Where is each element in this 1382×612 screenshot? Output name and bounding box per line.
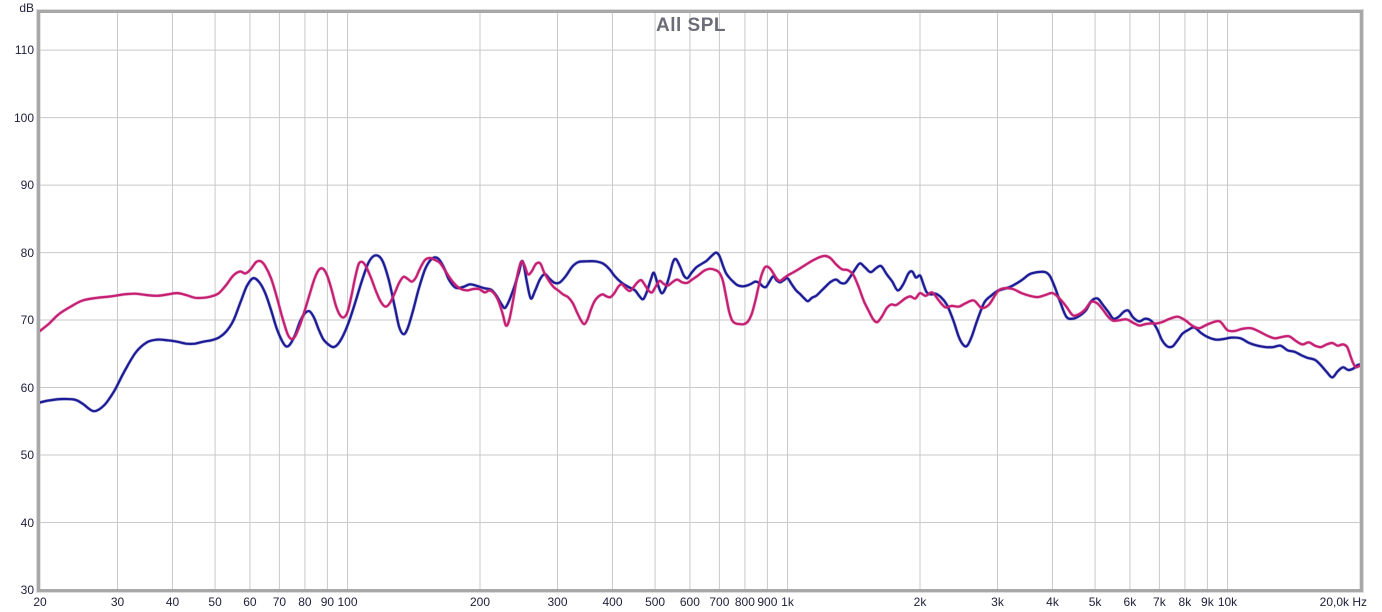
spl-curve-magenta-trace	[38, 254, 1362, 369]
y-tick-label: 40	[20, 515, 34, 530]
x-tick-label: 500	[645, 595, 666, 609]
x-tick-label: 6k	[1123, 595, 1137, 609]
x-tick-label: 2k	[913, 595, 927, 609]
y-tick-label: 50	[20, 448, 34, 462]
y-tick-label: 90	[20, 178, 34, 193]
x-tick-label: 9k	[1201, 595, 1214, 609]
x-tick-label: 1k	[781, 595, 794, 609]
y-tick-label: 100	[13, 110, 34, 125]
x-tick-label: 100	[337, 595, 358, 609]
x-tick-label: 40	[165, 595, 180, 609]
x-tick-label: 70	[272, 595, 287, 609]
chart-title: All SPL	[655, 15, 726, 36]
x-tick-label: 300	[547, 595, 568, 609]
x-tick-label: 200	[469, 595, 491, 609]
x-tick-label: 50	[208, 595, 222, 609]
frame	[37, 10, 1363, 592]
x-tick-label: 400	[602, 595, 623, 609]
x-tick-label: 20,0k Hz	[1319, 595, 1367, 609]
x-tick-label: 700	[709, 595, 730, 609]
y-tick-label: 80	[20, 245, 34, 260]
x-tick-label: 5k	[1088, 595, 1102, 609]
y-tick-label: 60	[20, 380, 34, 395]
x-tick-label: 900	[757, 595, 778, 609]
x-tick-label: 3k	[991, 595, 1004, 609]
frame-highlight	[36, 9, 1364, 593]
x-tick-label: 8k	[1178, 595, 1192, 609]
y-tick-label: 70	[20, 313, 34, 328]
y-tick-label: 110	[14, 43, 34, 58]
x-tick-label: 4k	[1046, 595, 1059, 609]
y-axis-unit-label: dB	[19, 1, 34, 15]
x-tick-label: 10k	[1217, 595, 1238, 609]
x-tick-label: 20	[33, 595, 47, 609]
x-tick-label: 80	[298, 595, 312, 609]
x-tick-label: 600	[679, 595, 700, 609]
x-tick-label: 60	[243, 595, 257, 609]
y-tick-label: 30	[20, 583, 34, 597]
plot-area[interactable]	[40, 13, 1360, 590]
x-tick-label: 7k	[1153, 595, 1166, 609]
spl-curve-navy-trace	[38, 251, 1362, 413]
x-tick-label: 800	[734, 595, 755, 609]
x-tick-label: 30	[110, 595, 125, 609]
x-tick-label: 90	[320, 595, 335, 609]
